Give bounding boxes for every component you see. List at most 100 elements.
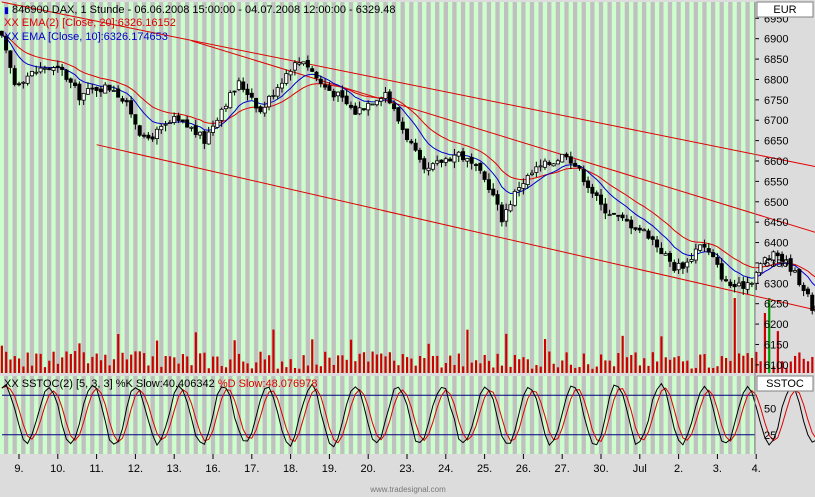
- candle-body[interactable]: [146, 134, 151, 139]
- candle-body[interactable]: [379, 98, 384, 102]
- candle-body[interactable]: [736, 282, 741, 287]
- candle-body[interactable]: [655, 239, 660, 248]
- candle-body[interactable]: [94, 86, 99, 91]
- candle-body[interactable]: [538, 165, 543, 168]
- candle-body[interactable]: [560, 153, 565, 163]
- stoch-legend[interactable]: XX SSTOC(2) [5, 3, 3] %K Slow:40.406342 …: [4, 378, 318, 390]
- candle-body[interactable]: [29, 71, 34, 77]
- candle-body[interactable]: [685, 261, 690, 268]
- candle-body[interactable]: [486, 179, 491, 190]
- candle-body[interactable]: [693, 248, 698, 261]
- candle-body[interactable]: [780, 253, 785, 262]
- candle-body[interactable]: [749, 282, 754, 285]
- candle-body[interactable]: [805, 288, 810, 295]
- candle-body[interactable]: [534, 166, 539, 173]
- candle-body[interactable]: [4, 35, 9, 51]
- candle-body[interactable]: [154, 128, 159, 140]
- candle-body[interactable]: [456, 151, 461, 157]
- candle-body[interactable]: [680, 262, 685, 269]
- candle-body[interactable]: [646, 230, 651, 239]
- candle-body[interactable]: [603, 203, 608, 214]
- candle-body[interactable]: [297, 62, 302, 65]
- candle-body[interactable]: [21, 81, 26, 84]
- candle-body[interactable]: [73, 82, 78, 86]
- candle-body[interactable]: [51, 67, 56, 71]
- candle-body[interactable]: [137, 125, 142, 136]
- candle-body[interactable]: [745, 282, 750, 290]
- candle-body[interactable]: [547, 162, 552, 165]
- ema10-line[interactable]: [1, 34, 815, 291]
- candle-body[interactable]: [292, 62, 297, 71]
- candle-body[interactable]: [512, 190, 517, 206]
- candle-body[interactable]: [331, 90, 336, 98]
- candle-body[interactable]: [482, 171, 487, 180]
- candle-body[interactable]: [698, 244, 703, 251]
- candle-body[interactable]: [254, 97, 259, 109]
- candle-body[interactable]: [185, 119, 190, 128]
- candle-body[interactable]: [525, 175, 530, 185]
- candle-body[interactable]: [34, 71, 39, 74]
- candle-body[interactable]: [400, 121, 405, 130]
- candle-body[interactable]: [172, 116, 177, 123]
- stoch-d-line[interactable]: [1, 385, 815, 444]
- candle-body[interactable]: [719, 263, 724, 280]
- candle-body[interactable]: [581, 168, 586, 183]
- candle-body[interactable]: [573, 162, 578, 167]
- candle-body[interactable]: [607, 214, 612, 216]
- candle-body[interactable]: [495, 194, 500, 205]
- candle-body[interactable]: [193, 125, 198, 135]
- candle-body[interactable]: [422, 158, 427, 170]
- candle-body[interactable]: [659, 247, 664, 255]
- candle-body[interactable]: [413, 142, 418, 151]
- candle-body[interactable]: [409, 140, 414, 144]
- candle-body[interactable]: [232, 90, 237, 93]
- candle-body[interactable]: [404, 128, 409, 141]
- candle-body[interactable]: [120, 98, 125, 102]
- candle-body[interactable]: [103, 84, 108, 94]
- candle-body[interactable]: [741, 281, 746, 289]
- candle-body[interactable]: [344, 95, 349, 105]
- candle-body[interactable]: [55, 65, 60, 68]
- candle-body[interactable]: [47, 68, 52, 70]
- candle-body[interactable]: [25, 75, 30, 84]
- candle-body[interactable]: [793, 270, 798, 273]
- candle-body[interactable]: [672, 262, 677, 271]
- candle-body[interactable]: [198, 131, 203, 136]
- candle-body[interactable]: [465, 157, 470, 162]
- candle-body[interactable]: [396, 107, 401, 122]
- candle-body[interactable]: [77, 83, 82, 101]
- candle-body[interactable]: [357, 107, 362, 115]
- candle-body[interactable]: [767, 258, 772, 261]
- candle-body[interactable]: [517, 187, 522, 191]
- candle-body[interactable]: [702, 243, 707, 248]
- candle-body[interactable]: [189, 126, 194, 129]
- candle-body[interactable]: [245, 88, 250, 95]
- candle-body[interactable]: [150, 136, 155, 140]
- candle-body[interactable]: [590, 186, 595, 194]
- candle-body[interactable]: [499, 204, 504, 223]
- candle-body[interactable]: [64, 69, 69, 80]
- candle-body[interactable]: [715, 257, 720, 265]
- candle-body[interactable]: [387, 91, 392, 104]
- candle-body[interactable]: [676, 262, 681, 271]
- candle-body[interactable]: [340, 90, 345, 98]
- candle-body[interactable]: [336, 91, 341, 97]
- candle-body[interactable]: [667, 252, 672, 262]
- candle-body[interactable]: [310, 68, 315, 72]
- candle-body[interactable]: [797, 269, 802, 286]
- candle-body[interactable]: [637, 227, 642, 231]
- candle-body[interactable]: [133, 114, 138, 125]
- candle-body[interactable]: [275, 87, 280, 97]
- candle-body[interactable]: [98, 88, 103, 93]
- candle-body[interactable]: [508, 204, 513, 212]
- candle-body[interactable]: [439, 159, 444, 163]
- candle-body[interactable]: [16, 83, 21, 86]
- candle-body[interactable]: [129, 100, 134, 115]
- candle-body[interactable]: [12, 68, 17, 85]
- candle-body[interactable]: [642, 229, 647, 232]
- candle-body[interactable]: [551, 163, 556, 167]
- candle-body[interactable]: [469, 156, 474, 164]
- candle-body[interactable]: [616, 214, 621, 217]
- candle-body[interactable]: [443, 158, 448, 163]
- ema20-legend[interactable]: XX EMA(2) [Close, 20]:6326.16152: [4, 17, 176, 29]
